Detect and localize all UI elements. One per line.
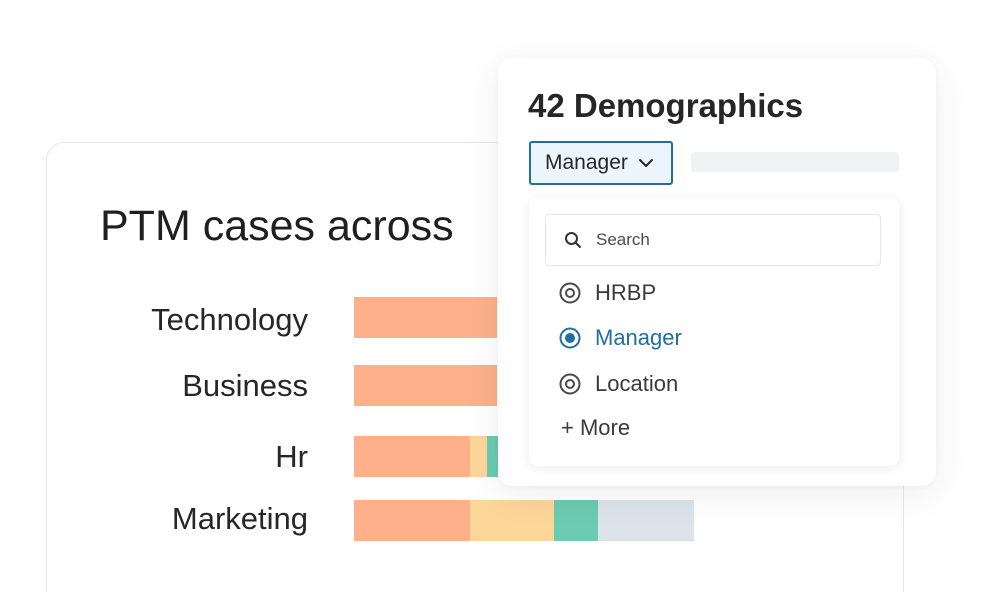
bar-segment-1 [354,500,470,541]
bar-segment-2 [470,500,554,541]
option-label: Manager [595,325,682,350]
panel-title: 42 Demographics [528,87,804,124]
row-label-marketing: Marketing [171,501,308,536]
radio-unselected-icon [559,373,581,395]
more-options-link[interactable]: + More [561,415,631,440]
demographic-select[interactable]: Manager [529,141,673,185]
bar-hr [354,436,498,477]
bar-business [354,365,497,406]
row-label-technology: Technology [151,302,308,337]
bar-segment-1 [354,297,497,338]
bar-marketing [354,500,694,541]
radio-unselected-icon [559,282,581,304]
chevron-down-icon [638,159,653,167]
select-value: Manager [545,151,628,174]
bar-segment-2 [470,436,487,477]
option-label: HRBP [595,280,657,305]
search-input[interactable] [594,229,858,251]
radio-selected-icon [559,327,581,349]
bar-segment-1 [354,365,497,406]
bar-segment-3 [487,436,498,477]
dropdown-menu: HRBP Manager Location + More [529,198,899,466]
option-label: Location [595,371,679,396]
search-box[interactable] [545,214,881,266]
option-hrbp[interactable]: HRBP [559,278,656,308]
demographics-panel: 42 Demographics Manager HRBP [498,58,936,486]
loading-placeholder [691,152,899,172]
option-location[interactable]: Location [559,369,678,399]
row-label-hr: Hr [275,439,308,474]
bar-segment-3 [554,500,598,541]
row-label-business: Business [182,368,308,403]
bar-segment-1 [354,436,470,477]
chart-title: PTM cases across [100,202,454,250]
search-icon [565,232,581,248]
option-manager[interactable]: Manager [559,323,682,353]
bar-technology [354,297,497,338]
bar-segment-4 [598,500,694,541]
